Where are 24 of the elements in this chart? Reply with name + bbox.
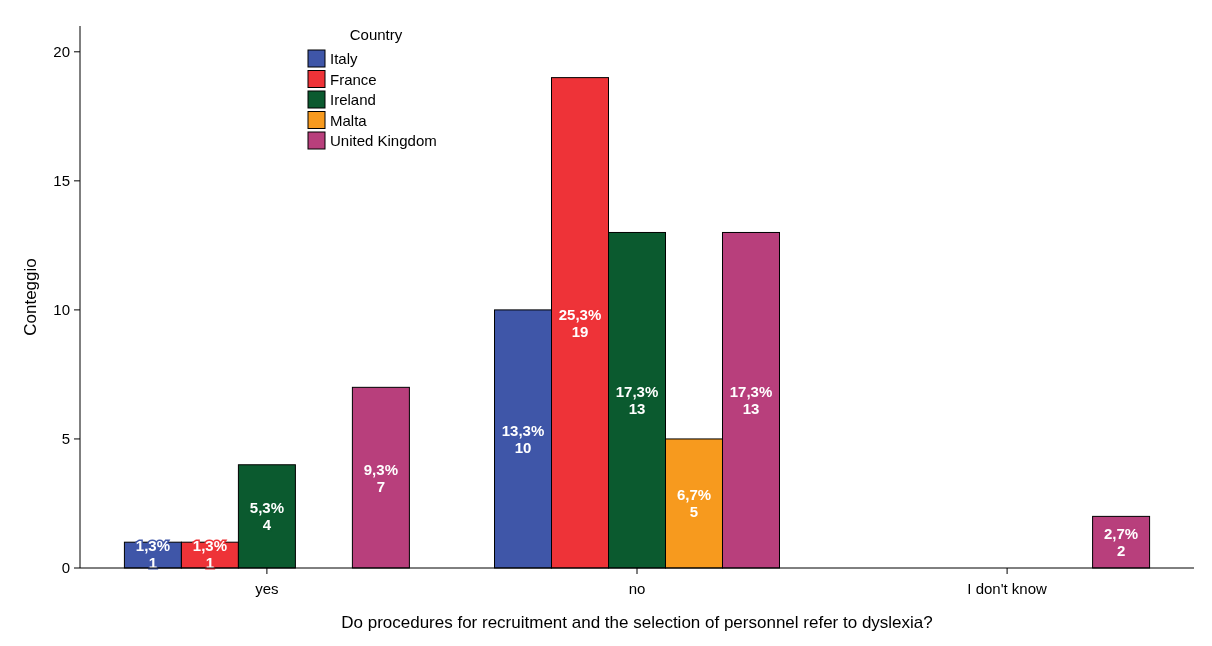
y-tick-label: 5	[61, 429, 70, 447]
data-label: 13,3% 10	[501, 421, 545, 456]
data-label: 2,7% 2	[1103, 525, 1139, 560]
data-label: 6,7% 5	[676, 486, 712, 521]
data-label: 17,3% 13	[729, 383, 773, 418]
y-tick-label: 15	[53, 171, 70, 189]
y-tick-label: 0	[61, 559, 70, 576]
legend-label: Italy	[330, 50, 359, 67]
legend-label: Ireland	[330, 91, 376, 108]
y-axis-title: Conteggio	[21, 258, 40, 336]
y-tick-label: 10	[53, 300, 70, 318]
data-label: 25,3% 19	[558, 305, 602, 340]
x-axis-title: Do procedures for recruitment and the selection of personnel refer to dyslexia?	[341, 613, 933, 632]
legend-label: Malta	[330, 111, 368, 129]
data-label: 17,3% 13	[615, 383, 659, 418]
data-label: 5,3% 4	[249, 499, 284, 534]
legend-title: Country	[349, 26, 403, 43]
legend-label: United Kingdom	[330, 132, 437, 149]
y-tick-label: 20	[53, 42, 70, 60]
x-tick-label: no	[628, 580, 646, 597]
x-tick-label: yes	[255, 580, 279, 597]
x-tick-label: I don't know	[967, 580, 1048, 597]
data-label: 9,3% 7	[363, 460, 398, 495]
legend-label: France	[330, 70, 377, 88]
